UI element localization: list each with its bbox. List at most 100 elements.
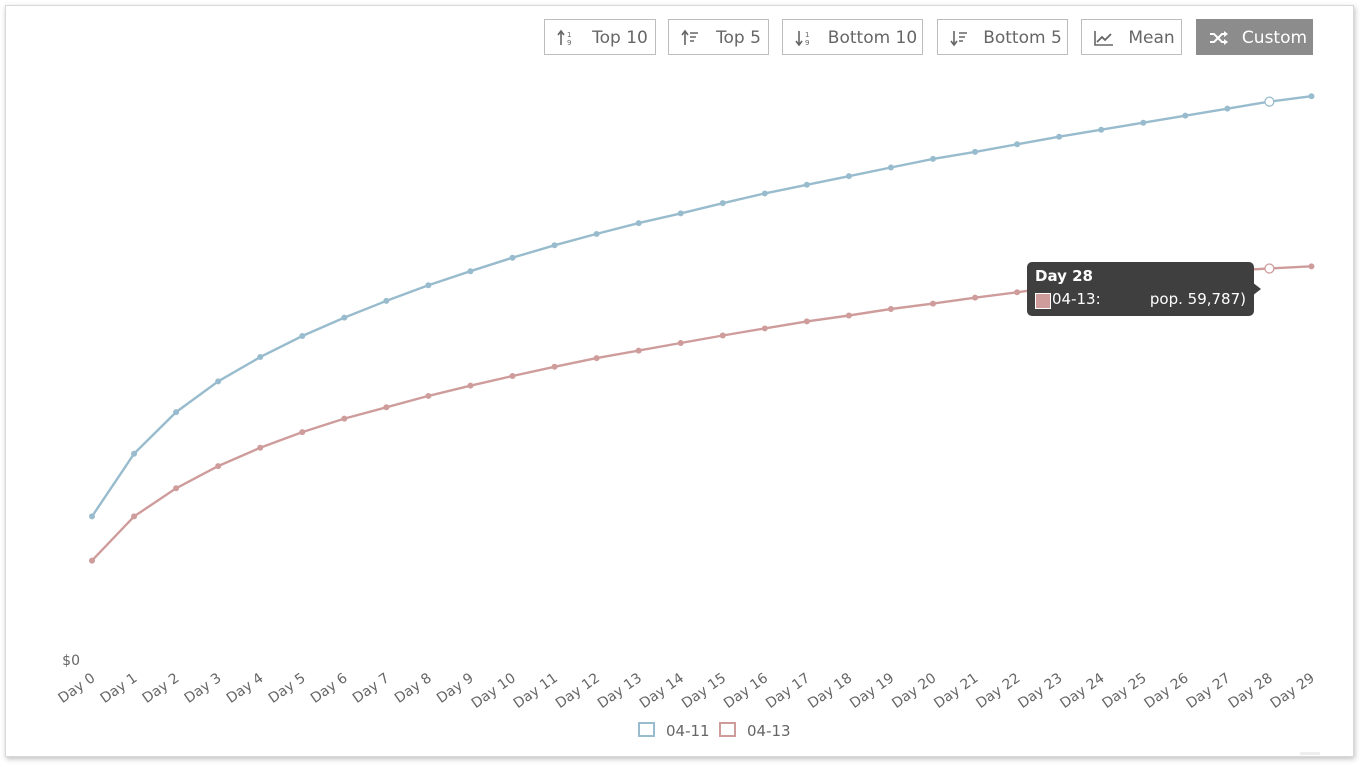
data-point (930, 300, 936, 307)
data-point (845, 312, 852, 319)
data-point (341, 415, 348, 422)
x-axis: Day 0 Day 1 Day 2 Day 3 Day 4 Day 5 Day 6 Day 7… (56, 670, 1318, 712)
data-point (719, 200, 726, 207)
svg-text:9: 9 (567, 39, 571, 47)
top-5-label: Top 5 (716, 28, 761, 48)
data-point (761, 190, 768, 197)
svg-text:1: 1 (567, 31, 571, 39)
x-tick-label: Day 29 (1268, 670, 1318, 712)
data-point (1224, 105, 1231, 112)
data-point (1014, 289, 1021, 296)
x-tick-label: Day 7 (350, 670, 393, 707)
bottom-5-button[interactable]: Bottom 5 (937, 19, 1068, 55)
data-point (257, 444, 264, 451)
data-point (803, 318, 810, 325)
custom-button[interactable]: Custom (1196, 19, 1313, 55)
data-point (930, 155, 936, 162)
y-tick-label: $0 (62, 653, 80, 669)
x-tick-label: Day 0 (56, 670, 99, 707)
data-point (425, 282, 432, 289)
top-5-button[interactable]: Top 5 (668, 19, 769, 55)
tooltip-series-swatch (1035, 293, 1051, 309)
series-line-04-11 (91, 95, 1312, 518)
x-tick-label: Day 26 (1142, 670, 1192, 712)
data-point (887, 306, 894, 312)
data-point (677, 210, 684, 217)
data-point (972, 294, 979, 301)
legend-label: 04-11 (666, 722, 710, 740)
x-tick-label: Day 17 (763, 670, 813, 712)
data-point (593, 230, 600, 237)
bottom-10-button[interactable]: 1 9 Bottom 10 (782, 19, 923, 55)
top-10-button[interactable]: 1 9 Top 10 (544, 19, 656, 55)
data-point (341, 314, 348, 321)
chart-frame (5, 5, 1354, 757)
x-tick-label: Day 18 (805, 670, 855, 712)
data-point (1098, 126, 1105, 133)
bottom-5-label: Bottom 5 (983, 28, 1062, 48)
mean-label: Mean (1128, 28, 1175, 48)
data-point (1308, 93, 1315, 100)
x-tick-label: Day 21 (931, 670, 981, 712)
data-point (299, 429, 306, 436)
data-point (1014, 141, 1021, 148)
x-tick-label: Day 25 (1099, 670, 1149, 712)
data-point (89, 513, 95, 520)
tooltip-series-name: 04-13: (1052, 290, 1101, 308)
x-tick-label: Day 14 (637, 670, 687, 712)
x-tick-label: Day 5 (266, 670, 309, 707)
x-tick-label: Day 1 (98, 670, 141, 707)
data-point (761, 325, 768, 332)
x-tick-label: Day 27 (1184, 670, 1234, 712)
legend-swatch (638, 722, 655, 737)
shuffle-icon (1210, 31, 1228, 45)
data-point (257, 354, 264, 361)
data-point-hover (1264, 96, 1275, 107)
mean-button[interactable]: Mean (1081, 19, 1182, 55)
data-point (173, 409, 180, 416)
x-tick-label: Day 11 (511, 670, 561, 712)
data-point (1182, 112, 1189, 119)
data-point (131, 450, 138, 457)
x-tick-label: Day 28 (1226, 670, 1276, 712)
data-point (383, 404, 390, 411)
data-point (467, 382, 474, 389)
tooltip-title: Day 28 (1035, 267, 1093, 285)
data-point (1056, 133, 1063, 140)
data-point-hover (1264, 263, 1275, 274)
data-point (551, 242, 558, 249)
tooltip-value: pop. 59,787) (1149, 290, 1246, 308)
x-tick-label: Day 3 (182, 670, 225, 707)
svg-text:9: 9 (805, 39, 809, 47)
custom-label: Custom (1241, 28, 1308, 48)
x-tick-label: Day 16 (721, 670, 771, 712)
sort-numeric-desc-icon: 1 9 (557, 29, 571, 47)
x-tick-label: Day 6 (308, 670, 351, 707)
x-tick-label: Day 20 (889, 670, 939, 712)
chart-toolbar: 1 9 Top 10 Top 5 1 9 Bottom 10 Bottom 5 … (0, 19, 1367, 57)
y-axis: $0 (62, 653, 80, 669)
data-point (719, 332, 726, 339)
resize-corner (1300, 752, 1320, 755)
data-point (425, 392, 432, 399)
data-point (551, 363, 558, 370)
data-point (1140, 119, 1147, 126)
data-point (972, 148, 979, 155)
x-tick-label: Day 19 (847, 670, 897, 712)
x-tick-label: Day 23 (1015, 670, 1065, 712)
x-tick-label: Day 15 (679, 670, 729, 712)
data-point (509, 254, 516, 261)
data-point (635, 220, 642, 227)
data-point (887, 164, 894, 171)
x-tick-label: Day 13 (595, 670, 645, 712)
x-tick-label: Day 10 (469, 670, 519, 712)
legend-label: 04-13 (747, 722, 791, 740)
data-point (383, 297, 390, 304)
x-tick-label: Day 8 (392, 670, 435, 707)
bottom-10-label: Bottom 10 (827, 28, 918, 48)
data-point (467, 268, 474, 275)
sort-amount-asc-icon (950, 31, 967, 47)
data-point (509, 372, 516, 379)
legend-swatch (719, 722, 736, 737)
